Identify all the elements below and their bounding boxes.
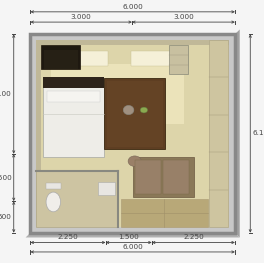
Bar (135, 160, 161, 194)
Bar (163, 160, 189, 194)
Bar (121, 199, 208, 227)
Text: 6.100: 6.100 (252, 130, 264, 136)
Bar (169, 45, 188, 74)
Text: 6.000: 6.000 (122, 244, 143, 250)
Text: 1.500: 1.500 (0, 175, 12, 180)
Bar (44, 50, 78, 69)
Bar (36, 40, 229, 45)
Bar (57, 51, 108, 66)
Bar (36, 40, 229, 227)
Ellipse shape (123, 105, 134, 115)
Bar (133, 157, 194, 197)
Bar (41, 45, 80, 69)
Bar (98, 181, 115, 195)
Text: 3.000: 3.000 (71, 14, 92, 20)
Bar (51, 64, 185, 124)
Bar (30, 34, 235, 233)
Text: 3.000: 3.000 (173, 14, 194, 20)
Text: 6.000: 6.000 (122, 4, 143, 10)
Bar (47, 91, 100, 102)
Text: 2.250: 2.250 (58, 234, 78, 240)
Polygon shape (235, 29, 240, 237)
Bar (36, 40, 41, 227)
Ellipse shape (46, 192, 61, 212)
Polygon shape (26, 233, 240, 237)
Text: 500: 500 (0, 214, 12, 220)
Bar (107, 80, 163, 147)
Ellipse shape (142, 171, 156, 184)
Text: 4.100: 4.100 (0, 91, 12, 97)
Text: 1.500: 1.500 (118, 234, 139, 240)
Ellipse shape (128, 156, 141, 166)
Bar (43, 78, 104, 157)
Bar (209, 40, 228, 227)
Bar (131, 51, 188, 66)
Bar (36, 171, 118, 227)
Bar (43, 77, 104, 88)
Bar (104, 78, 165, 149)
Ellipse shape (140, 107, 148, 113)
Text: 2.250: 2.250 (183, 234, 204, 240)
Bar (46, 183, 61, 189)
